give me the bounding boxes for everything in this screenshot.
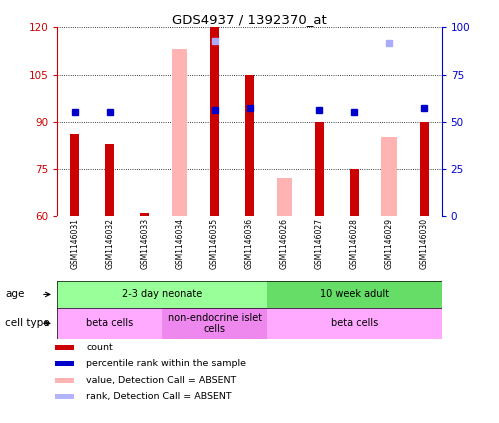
Text: GSM1146030: GSM1146030 [420, 218, 429, 269]
Bar [350, 169, 359, 216]
Bar [381, 137, 397, 216]
Text: beta cells: beta cells [331, 319, 378, 328]
Bar [57, 281, 267, 308]
Text: GSM1146035: GSM1146035 [210, 218, 219, 269]
Bar [70, 134, 79, 216]
Text: non-endocrine islet
cells: non-endocrine islet cells [168, 313, 261, 334]
Text: GSM1146026: GSM1146026 [280, 218, 289, 269]
Text: GSM1146031: GSM1146031 [70, 218, 79, 269]
Text: GSM1146032: GSM1146032 [105, 218, 114, 269]
Bar [105, 143, 114, 216]
Text: GSM1146036: GSM1146036 [245, 218, 254, 269]
Text: 2-3 day neonate: 2-3 day neonate [122, 289, 202, 299]
Bar [57, 308, 162, 339]
Text: beta cells: beta cells [86, 319, 133, 328]
Text: GSM1146027: GSM1146027 [315, 218, 324, 269]
Text: percentile rank within the sample: percentile rank within the sample [86, 359, 246, 368]
Bar [315, 122, 324, 216]
Text: count: count [86, 343, 113, 352]
Bar [162, 308, 267, 339]
Bar [140, 213, 149, 216]
Text: GSM1146033: GSM1146033 [140, 218, 149, 269]
Bar [245, 74, 254, 216]
Bar [172, 49, 188, 216]
Bar [55, 378, 74, 383]
Bar [276, 178, 292, 216]
Text: GSM1146029: GSM1146029 [385, 218, 394, 269]
Text: age: age [5, 289, 24, 299]
Text: 10 week adult: 10 week adult [320, 289, 389, 299]
Bar [210, 27, 219, 216]
Title: GDS4937 / 1392370_at: GDS4937 / 1392370_at [172, 14, 327, 26]
Bar [55, 361, 74, 366]
Bar [267, 281, 442, 308]
Text: GSM1146028: GSM1146028 [350, 218, 359, 269]
Text: GSM1146034: GSM1146034 [175, 218, 184, 269]
Bar [267, 308, 442, 339]
Text: value, Detection Call = ABSENT: value, Detection Call = ABSENT [86, 376, 237, 385]
Text: rank, Detection Call = ABSENT: rank, Detection Call = ABSENT [86, 392, 232, 401]
Bar [420, 122, 429, 216]
Bar [55, 394, 74, 399]
Text: cell type: cell type [5, 319, 49, 328]
Bar [55, 345, 74, 350]
